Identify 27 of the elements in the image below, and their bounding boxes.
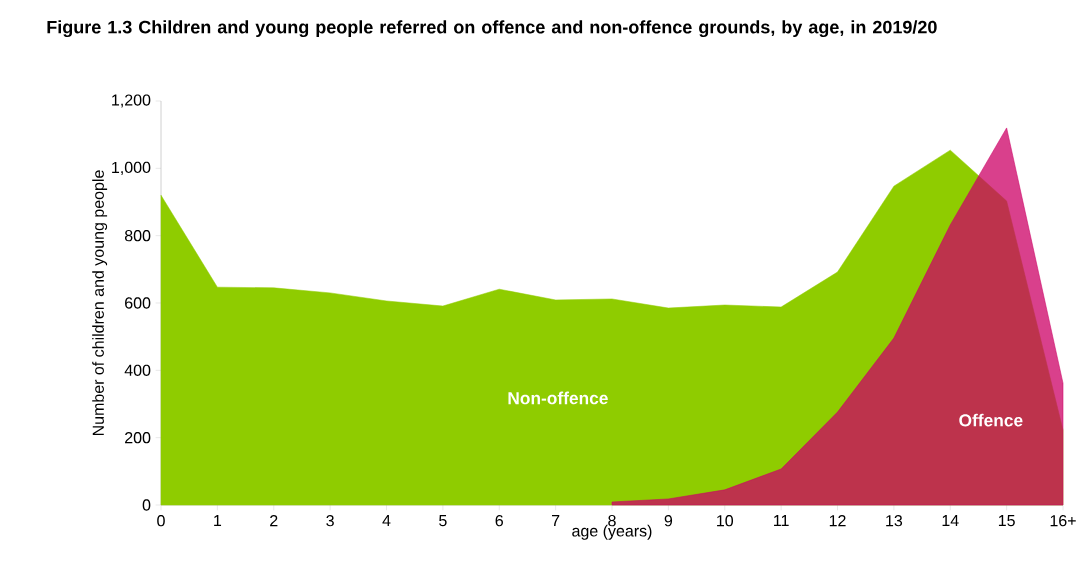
y-tick-label: 600 (125, 297, 151, 309)
x-tick-label: 16+ (1050, 515, 1076, 527)
x-tick-label: 4 (382, 515, 391, 527)
y-tick-label: 1,000 (112, 161, 151, 175)
series-label: Non-offence (508, 391, 608, 405)
y-tick-label: 1,200 (112, 94, 151, 108)
x-tick-label: 2 (270, 515, 278, 527)
x-tick-label: 13 (886, 515, 903, 527)
x-tick-label: 1 (214, 515, 222, 527)
y-tick-label: 200 (125, 432, 151, 444)
x-tick-label: 7 (551, 515, 560, 527)
x-tick-label: 3 (326, 515, 334, 527)
x-tick-label: 0 (157, 515, 165, 527)
y-axis-title: Number of children and young people (92, 170, 108, 436)
x-tick-label: 6 (495, 515, 503, 527)
x-tick-label: 10 (717, 515, 734, 527)
x-tick-label: 11 (774, 515, 789, 527)
y-tick-label: 0 (142, 499, 151, 511)
y-tick-label: 400 (124, 364, 151, 376)
x-tick-label: 5 (439, 515, 447, 527)
chart-title: Figure 1.3 Children and young people referred on offence and non-offence grounds, by age, in 2019/20 (47, 20, 937, 38)
y-tick-label: 800 (124, 230, 151, 242)
x-tick-label: 14 (942, 515, 959, 527)
x-tick-label: 15 (998, 515, 1015, 527)
series-label: Offence (959, 413, 1023, 427)
x-tick-label: 12 (829, 515, 846, 527)
x-tick-label: 9 (664, 515, 673, 527)
